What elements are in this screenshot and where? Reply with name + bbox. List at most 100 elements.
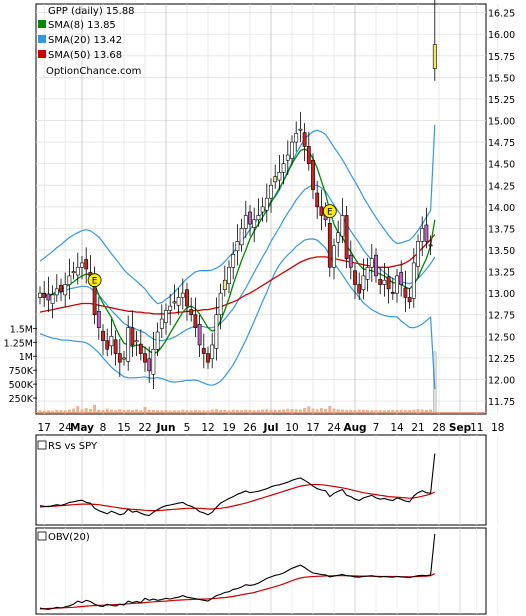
candle-body: [294, 133, 299, 143]
candle-body: [218, 292, 223, 316]
volume-bar: [93, 404, 97, 412]
candle-body: [243, 215, 248, 229]
price-tick-label: 13.75: [488, 224, 515, 235]
volume-bar: [412, 409, 416, 412]
price-tick-label: 12.25: [488, 354, 515, 365]
volume-bar: [290, 409, 294, 412]
volume-bar: [319, 408, 323, 412]
volume-bar: [235, 409, 239, 412]
volume-bar: [408, 409, 412, 412]
earnings-marker-circle: [87, 273, 102, 288]
earnings-marker-circle: [322, 204, 337, 219]
price-legend: GPP (daily) 15.88 SMA(8) 13.85 SMA(20) 1…: [38, 6, 141, 77]
candle-body: [285, 154, 290, 161]
price-tick-label: 14.00: [488, 203, 515, 214]
obv-swatch: [37, 531, 47, 541]
price-candles: [38, 0, 437, 389]
x-tick-label: 19: [222, 422, 235, 434]
volume-bar: [122, 409, 126, 412]
x-tick-label: 7: [373, 422, 380, 434]
volume-tick-label: 1.25M: [4, 338, 33, 349]
candle-body: [277, 172, 282, 181]
volume-bar: [84, 408, 88, 412]
volume-bar: [231, 409, 235, 412]
volume-bar: [210, 409, 214, 412]
candle-body: [143, 353, 147, 363]
obv-legend-label: OBV(20): [48, 532, 90, 543]
volume-bar: [391, 409, 395, 412]
candle-body: [327, 222, 332, 268]
candle-body: [172, 301, 177, 304]
volume-bar: [143, 406, 147, 412]
candle-body: [197, 323, 202, 346]
x-tick-label: 21: [411, 422, 424, 434]
candle-body: [126, 327, 131, 362]
volume-bar: [324, 408, 328, 412]
volume-bar: [139, 409, 143, 412]
x-tick-label: 26: [243, 422, 257, 434]
volume-bar: [126, 409, 130, 412]
candle-body: [222, 279, 227, 291]
candle-body: [38, 292, 42, 298]
candle-body: [96, 310, 101, 328]
candle-body: [210, 344, 215, 360]
chart-title: GPP (daily) 15.88: [48, 6, 135, 17]
candle-body: [80, 262, 84, 268]
volume-bar: [156, 410, 160, 412]
candle-body: [432, 44, 437, 70]
candle-body: [155, 331, 160, 350]
candle-body: [151, 348, 156, 375]
candle-body: [403, 287, 408, 298]
candle-body: [185, 289, 189, 307]
x-tick-label: 18: [491, 422, 504, 434]
x-tick-label: Jul: [263, 422, 279, 434]
volume-bar: [67, 409, 71, 412]
price-tick-label: 15.75: [488, 52, 515, 63]
sma50-line: [39, 234, 436, 315]
volume-bar: [135, 409, 139, 412]
volume-bar: [366, 409, 370, 412]
x-tick-label: May: [70, 422, 94, 434]
candle-body: [361, 275, 366, 291]
candle-body: [302, 132, 307, 147]
candle-body: [189, 309, 194, 316]
volume-bar: [307, 406, 311, 412]
volume-bar: [240, 410, 244, 412]
candle-body: [214, 314, 219, 349]
sma50-swatch: [38, 50, 46, 58]
candle-body: [424, 224, 429, 242]
candle-body: [164, 310, 168, 323]
earnings-marker-label: E: [92, 277, 98, 287]
volume-bar: [114, 410, 118, 412]
candle-body: [290, 141, 294, 159]
volume-bar: [198, 410, 202, 412]
sma8-swatch: [38, 20, 46, 28]
candle-body: [159, 318, 164, 329]
volume-bar: [294, 409, 298, 412]
volume-bar: [80, 409, 84, 412]
earnings-markers: EE: [87, 204, 337, 288]
volume-bar: [214, 409, 218, 412]
candle-body: [428, 244, 433, 247]
candle-body: [416, 241, 420, 267]
watermark: OptionChance.com: [46, 66, 141, 77]
volume-bar: [265, 409, 269, 412]
volume-bar: [361, 409, 365, 412]
volume-bar: [177, 410, 181, 412]
volume-bar: [399, 409, 403, 412]
volume-bar: [147, 409, 151, 412]
price-tick-label: 13.50: [488, 246, 515, 257]
candle-body: [42, 292, 47, 298]
candle-body: [315, 192, 320, 208]
x-tick-label: Aug: [343, 422, 366, 434]
price-tick-label: 11.75: [488, 397, 515, 408]
volume-bar: [130, 410, 134, 412]
volume-bar: [72, 408, 76, 412]
candle-body: [365, 266, 370, 280]
volume-bar: [349, 409, 353, 412]
volume-bar: [416, 409, 420, 412]
candle-body: [353, 270, 357, 285]
volume-bar: [88, 408, 92, 412]
